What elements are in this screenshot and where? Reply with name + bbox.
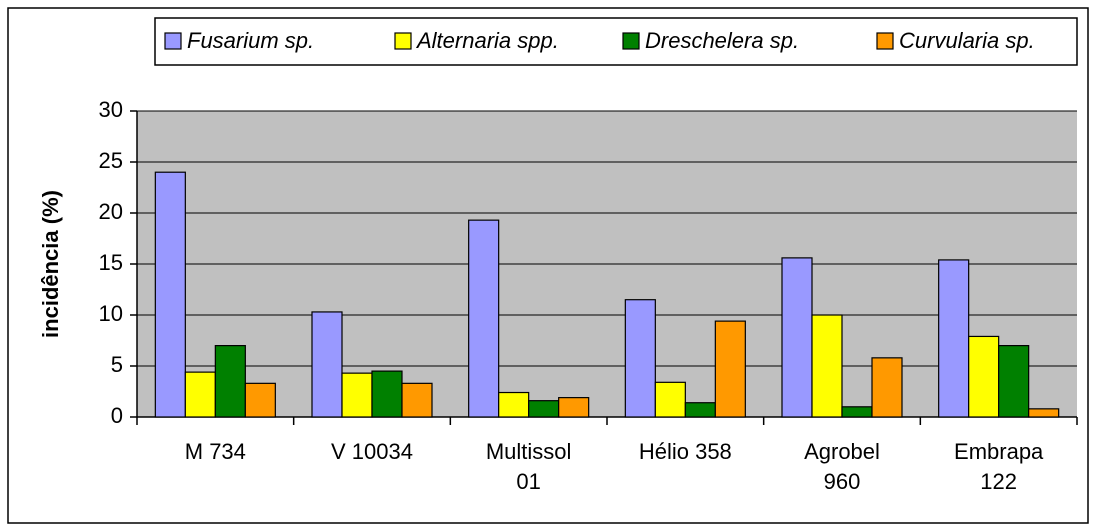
legend-swatch: [164, 32, 182, 50]
bar: [871, 357, 903, 418]
x-tick-label: Hélio 358: [638, 439, 732, 464]
bar: [214, 345, 246, 418]
bar: [498, 391, 530, 418]
bar: [811, 314, 843, 418]
bar: [968, 335, 1000, 418]
y-tick-label: 20: [99, 199, 123, 224]
legend-swatch: [394, 32, 412, 50]
bar: [468, 219, 500, 418]
bar: [401, 382, 433, 418]
bar: [781, 257, 813, 418]
x-tick-label: V 10034: [331, 439, 413, 464]
bar: [654, 381, 686, 418]
bar: [1028, 408, 1060, 418]
bar: [311, 311, 343, 418]
legend-label: Dreschelera sp.: [645, 28, 799, 53]
x-tick-label: M 734: [184, 439, 246, 464]
bar: [938, 259, 970, 418]
y-axis-label: incidência (%): [38, 190, 63, 338]
legend-label: Curvularia sp.: [899, 28, 1035, 53]
x-tick-label: Agrobel 960: [804, 439, 880, 494]
bar: [371, 370, 403, 418]
y-tick-label: 10: [99, 301, 123, 326]
bar: [998, 345, 1030, 418]
legend-label: Alternaria spp.: [415, 28, 559, 53]
legend-label: Fusarium sp.: [187, 28, 314, 53]
bar: [154, 171, 186, 418]
y-tick-label: 30: [99, 97, 123, 122]
y-tick-label: 5: [111, 352, 123, 377]
bar: [558, 397, 590, 418]
bar: [528, 400, 560, 418]
bar: [841, 406, 873, 418]
legend-swatch: [622, 32, 640, 50]
y-tick-label: 25: [99, 148, 123, 173]
legend: [154, 17, 1078, 66]
bar: [624, 299, 656, 418]
bar: [684, 402, 716, 418]
legend-swatch: [876, 32, 894, 50]
bar: [184, 371, 216, 418]
x-tick-label: Embrapa 122: [954, 439, 1044, 494]
bar: [244, 382, 276, 418]
x-tick-label: Multissol 01: [485, 439, 572, 494]
y-tick-label: 15: [99, 250, 123, 275]
y-tick-label: 0: [111, 403, 123, 428]
bar: [714, 320, 746, 418]
bar: [341, 372, 373, 418]
